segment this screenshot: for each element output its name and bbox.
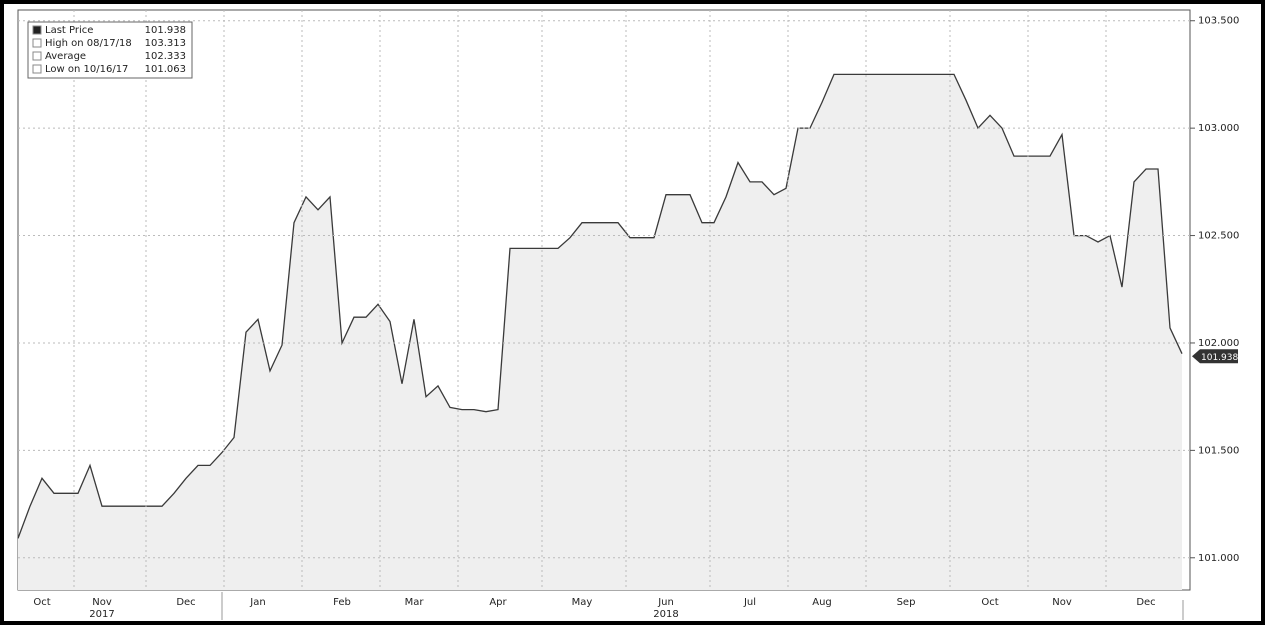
area-fill (18, 74, 1182, 590)
y-tick-label: 101.000 (1198, 553, 1239, 564)
x-tick-label: Mar (405, 597, 425, 608)
y-tick-label: 102.000 (1198, 338, 1239, 349)
plot-area (17, 9, 1191, 591)
x-tick-label: Nov (92, 597, 112, 608)
last-price-tag (1192, 349, 1238, 364)
y-tick-label: 101.500 (1198, 445, 1239, 456)
legend-swatch (32, 51, 42, 61)
y-tick-label: 103.000 (1198, 123, 1239, 134)
year-label: 2018 (653, 609, 678, 620)
legend-label: High on 08/17/18 (45, 38, 132, 49)
legend-value: 101.063 (145, 64, 186, 75)
y-tick-label: 102.500 (1198, 231, 1239, 242)
year-label: 2017 (89, 609, 114, 620)
x-tick-label: Jul (743, 597, 756, 608)
legend-swatch (32, 25, 42, 35)
x-tick-label: Apr (489, 597, 507, 608)
x-tick-label: Jun (657, 597, 674, 608)
price-line (17, 73, 1183, 539)
x-tick-label: Feb (333, 597, 351, 608)
legend-box (27, 21, 193, 79)
legend-value: 102.333 (145, 51, 186, 62)
x-tick-label: Oct (33, 597, 50, 608)
x-tick-label: Oct (981, 597, 998, 608)
legend-label: Last Price (45, 25, 93, 36)
last-price-tag-label: 101.938 (1201, 353, 1238, 363)
x-tick-label: Sep (897, 597, 916, 608)
legend-swatch (32, 38, 42, 48)
legend-swatch (32, 64, 42, 74)
legend-value: 101.938 (145, 25, 186, 36)
x-tick-label: Aug (812, 597, 832, 608)
x-tick-label: Dec (1136, 597, 1155, 608)
legend-label: Low on 10/16/17 (45, 64, 128, 75)
legend-label: Average (45, 51, 86, 62)
y-tick-label: 103.500 (1198, 16, 1239, 27)
legend-value: 103.313 (145, 38, 186, 49)
x-tick-label: Jan (249, 597, 265, 608)
x-tick-label: Nov (1052, 597, 1072, 608)
x-tick-label: Dec (176, 597, 195, 608)
x-tick-label: May (572, 597, 593, 608)
